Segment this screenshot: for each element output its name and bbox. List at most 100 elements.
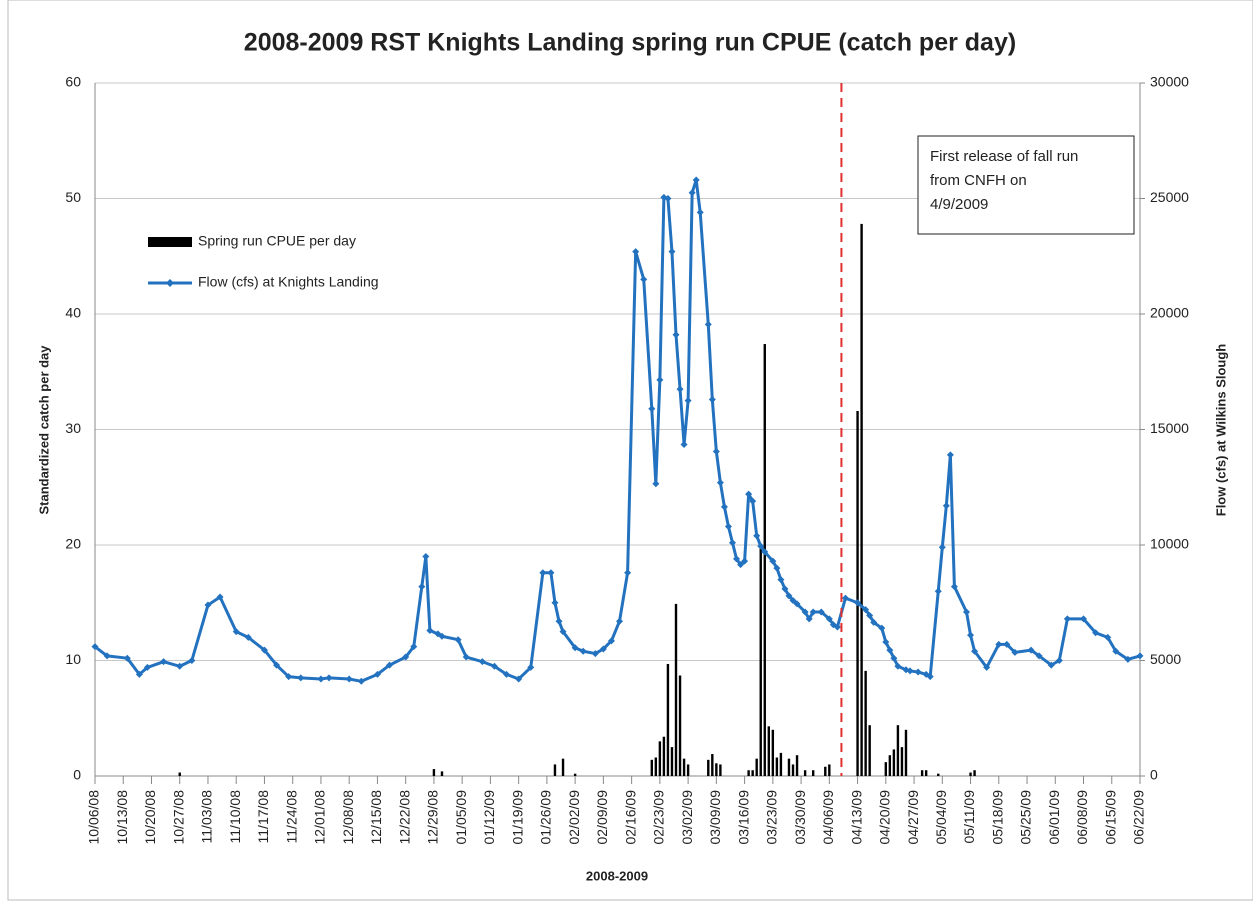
bar	[888, 755, 892, 776]
line-marker	[317, 675, 325, 683]
line-marker	[753, 532, 761, 540]
line-marker	[462, 653, 470, 661]
line-marker	[950, 583, 958, 591]
line-marker	[741, 557, 749, 565]
bar	[811, 770, 815, 776]
y2-tick-label: 0	[1150, 767, 1158, 783]
legend-label: Spring run CPUE per day	[198, 233, 356, 249]
bar	[662, 736, 666, 776]
x-tick-label: 01/26/09	[538, 790, 554, 845]
bar	[856, 411, 859, 776]
line-marker	[273, 661, 281, 669]
x-tick-label: 01/05/09	[453, 790, 469, 845]
line-marker	[1011, 648, 1019, 656]
bar	[715, 763, 718, 776]
bar	[864, 670, 867, 776]
bar	[561, 758, 565, 776]
line-marker	[325, 674, 333, 682]
x-tick-label: 05/11/09	[961, 790, 977, 844]
x-tick-label: 12/29/08	[425, 790, 441, 845]
annotation-text: First release of fall run	[930, 148, 1078, 165]
line-marker	[652, 480, 660, 488]
line-marker	[91, 643, 99, 651]
bar	[892, 749, 896, 776]
line-marker	[862, 606, 870, 614]
x-tick-label: 10/13/08	[114, 790, 130, 845]
line-marker	[515, 675, 523, 683]
bar	[678, 675, 682, 776]
x-tick-label: 11/24/08	[283, 790, 299, 844]
line-marker	[1047, 661, 1055, 669]
x-tick-label: 02/09/09	[594, 790, 610, 845]
line-marker	[680, 441, 688, 449]
line-marker	[793, 600, 801, 608]
legend-label: Flow (cfs) at Knights Landing	[198, 274, 379, 290]
x-axis-title: 2008-2009	[586, 868, 648, 883]
bar	[440, 771, 444, 776]
line-marker	[841, 594, 849, 602]
line-marker	[591, 650, 599, 658]
line-marker	[551, 599, 559, 607]
x-tick-label: 06/01/09	[1046, 790, 1062, 845]
bar	[711, 754, 714, 776]
x-tick-label: 04/06/09	[820, 790, 836, 845]
line-marker	[983, 663, 991, 671]
line-marker	[833, 623, 841, 631]
line-marker	[866, 611, 874, 619]
line-marker	[761, 548, 769, 556]
bar	[803, 770, 807, 776]
x-tick-label: 03/23/09	[764, 790, 780, 845]
line-marker	[1027, 646, 1035, 654]
bar	[787, 758, 791, 776]
legend-swatch	[148, 237, 192, 247]
line-marker	[632, 248, 640, 256]
bar	[924, 770, 928, 776]
line-marker	[704, 320, 712, 328]
line-marker	[648, 405, 656, 413]
line-marker	[696, 208, 704, 216]
annotation-box	[917, 135, 1135, 235]
bar	[771, 729, 775, 776]
x-tick-label: 12/08/08	[340, 790, 356, 845]
x-tick-label: 11/03/08	[199, 790, 215, 844]
line-marker	[1124, 655, 1132, 663]
line-marker	[825, 615, 833, 623]
y-tick-label: 50	[65, 189, 81, 205]
line-marker	[345, 675, 353, 683]
y2-tick-label: 25000	[1150, 189, 1189, 205]
line-marker	[143, 663, 151, 671]
line-marker	[1112, 647, 1120, 655]
line-marker	[607, 637, 615, 645]
line-marker	[297, 674, 305, 682]
line-marker	[728, 539, 736, 547]
y-axis-title: Standardized catch per day	[36, 345, 51, 515]
line-marker	[668, 248, 676, 256]
bar	[674, 603, 678, 776]
y-tick-label: 60	[65, 74, 81, 90]
line-marker	[422, 553, 430, 561]
line-marker	[938, 543, 946, 551]
line-marker	[438, 632, 446, 640]
annotation-text: 4/9/2009	[930, 196, 988, 213]
x-tick-label: 01/19/09	[509, 790, 525, 845]
x-tick-label: 03/09/09	[707, 790, 723, 845]
line-marker	[357, 677, 365, 685]
line-marker	[539, 569, 547, 577]
bar	[553, 764, 557, 776]
y-tick-label: 30	[65, 420, 81, 436]
line-marker	[809, 608, 817, 616]
line-marker	[1003, 640, 1011, 648]
bar	[896, 725, 900, 776]
x-tick-label: 06/22/09	[1131, 790, 1147, 845]
bar	[670, 747, 674, 776]
line-marker	[878, 624, 886, 632]
x-tick-label: 05/04/09	[933, 790, 949, 845]
bar	[973, 770, 976, 776]
line-marker	[789, 596, 797, 604]
bar	[824, 766, 827, 776]
x-tick-label: 04/20/09	[877, 790, 893, 845]
line-marker	[672, 331, 680, 339]
x-tick-label: 10/06/08	[86, 790, 102, 845]
line-marker	[724, 523, 732, 531]
